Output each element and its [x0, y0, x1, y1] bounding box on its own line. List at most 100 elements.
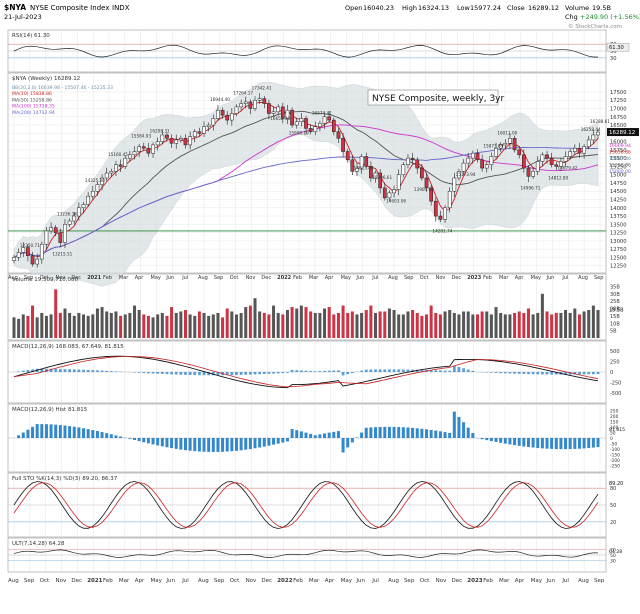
candle-body [433, 200, 438, 217]
candle-body [438, 215, 443, 220]
y-tick-label: -250 [610, 380, 621, 386]
macd-hist-bar [374, 369, 377, 372]
macd-hist-bar [388, 369, 391, 372]
candle-body [77, 207, 81, 217]
candle-body [341, 138, 345, 152]
y-tick-label: 100 [610, 425, 619, 431]
volume-bar [216, 312, 220, 338]
volume-bar [40, 312, 44, 338]
hist-bar [244, 438, 248, 450]
volume-bar [401, 314, 405, 338]
macd-hist-bar [49, 368, 53, 372]
x-tick-label: Sep [214, 578, 225, 584]
candle-body [512, 138, 517, 151]
x-tick-label: 2021 [87, 578, 102, 584]
point-label: 15584.93 [131, 134, 151, 139]
hist-bar [383, 426, 387, 438]
x-tick-label: Nov [436, 275, 446, 281]
candle-body [466, 157, 471, 164]
volume-bar [489, 314, 493, 338]
x-tick-label: Sep [404, 275, 413, 281]
candle-body [257, 98, 262, 101]
legend-entry: MA(100) 15738.35 [12, 104, 55, 110]
volume-value-tag: 19.5B [609, 307, 624, 313]
y-tick-label: -500 [610, 391, 621, 397]
x-tick-label: Mar [119, 275, 129, 281]
macd-hist-bar [184, 372, 187, 375]
hist-bar [253, 438, 257, 449]
x-tick-label: Nov [56, 578, 67, 584]
x-tick-label: Apr [135, 578, 145, 584]
candle-body [16, 252, 21, 258]
macd-hist-bar [272, 372, 275, 374]
macd-hist-bar [40, 368, 44, 372]
candle-body [521, 154, 526, 169]
macd-hist-bar [369, 369, 373, 372]
volume-bar [383, 311, 387, 338]
macd-hist-bar [494, 372, 498, 373]
y-tick-label: 20 [610, 520, 616, 526]
volume-bar [142, 314, 146, 338]
macd-hist-bar [174, 372, 178, 375]
high-value: 16324.13 [418, 4, 449, 12]
macd-hist-bar [295, 370, 299, 372]
macd-hist-bar [211, 372, 215, 376]
volume-bar [128, 312, 132, 338]
hist-bar [596, 438, 600, 448]
volume-bar [193, 315, 197, 338]
hist-bar [448, 432, 452, 438]
x-tick-label: Nov [246, 578, 257, 584]
candle-body [206, 124, 211, 127]
macd-hist-bar [448, 370, 452, 372]
volume-bar [438, 314, 442, 338]
y-tick-label: 14000 [610, 206, 627, 212]
y-tick-label: 70 [610, 547, 616, 553]
legend-entry: MA(10) 15838.86 [12, 91, 52, 97]
volume-bar [230, 311, 234, 338]
candle-body [452, 177, 457, 192]
macd-hist-bar [517, 372, 521, 374]
volume-bar [323, 308, 327, 338]
candle-body [364, 156, 369, 167]
volume-bar [276, 312, 280, 338]
hist-bar [151, 438, 155, 445]
y-tick-label: 0 [610, 370, 613, 376]
x-tick-label: Jul [561, 578, 569, 584]
volume-bar [573, 308, 577, 338]
hist-bar [568, 438, 572, 450]
candle-body [336, 131, 341, 139]
candle-body [494, 147, 498, 157]
y-tick-label: 17000 [610, 107, 627, 113]
macd-hist-bar [235, 372, 238, 376]
volume-bar [309, 311, 313, 338]
candle-body [39, 243, 44, 260]
volume-bar [170, 307, 174, 338]
hist-bar [480, 438, 484, 440]
candle-body [596, 131, 600, 136]
hist-bar [434, 430, 438, 438]
y-tick-label: 30 [610, 559, 616, 565]
hist-bar [170, 438, 174, 449]
hist-bar [63, 425, 67, 438]
macd-hist-bar [188, 372, 192, 375]
indicator-tag: 15000.00 [609, 169, 631, 175]
macd-hist-bar [378, 369, 382, 372]
macd-hist-bar [216, 372, 220, 376]
macd-hist-bar [406, 369, 410, 372]
volume-bar [137, 310, 141, 338]
volume-bar [415, 312, 419, 338]
hist-bar [378, 426, 382, 438]
hist-bar [299, 431, 303, 438]
macd-hist-bar [350, 372, 354, 374]
y-tick-label: 25B [610, 299, 620, 305]
volume-bar [332, 314, 336, 338]
price-value-tag-bg [607, 128, 639, 137]
macd-hist-bar [489, 372, 493, 373]
macd-hist-bar [304, 370, 308, 372]
macd-hist-bar [508, 372, 512, 374]
hist-bar [146, 438, 150, 444]
candle-body [498, 144, 503, 149]
point-label: 15396.61 [372, 175, 392, 180]
volume-bar [480, 311, 484, 338]
y-tick-label: 20B [610, 307, 620, 313]
